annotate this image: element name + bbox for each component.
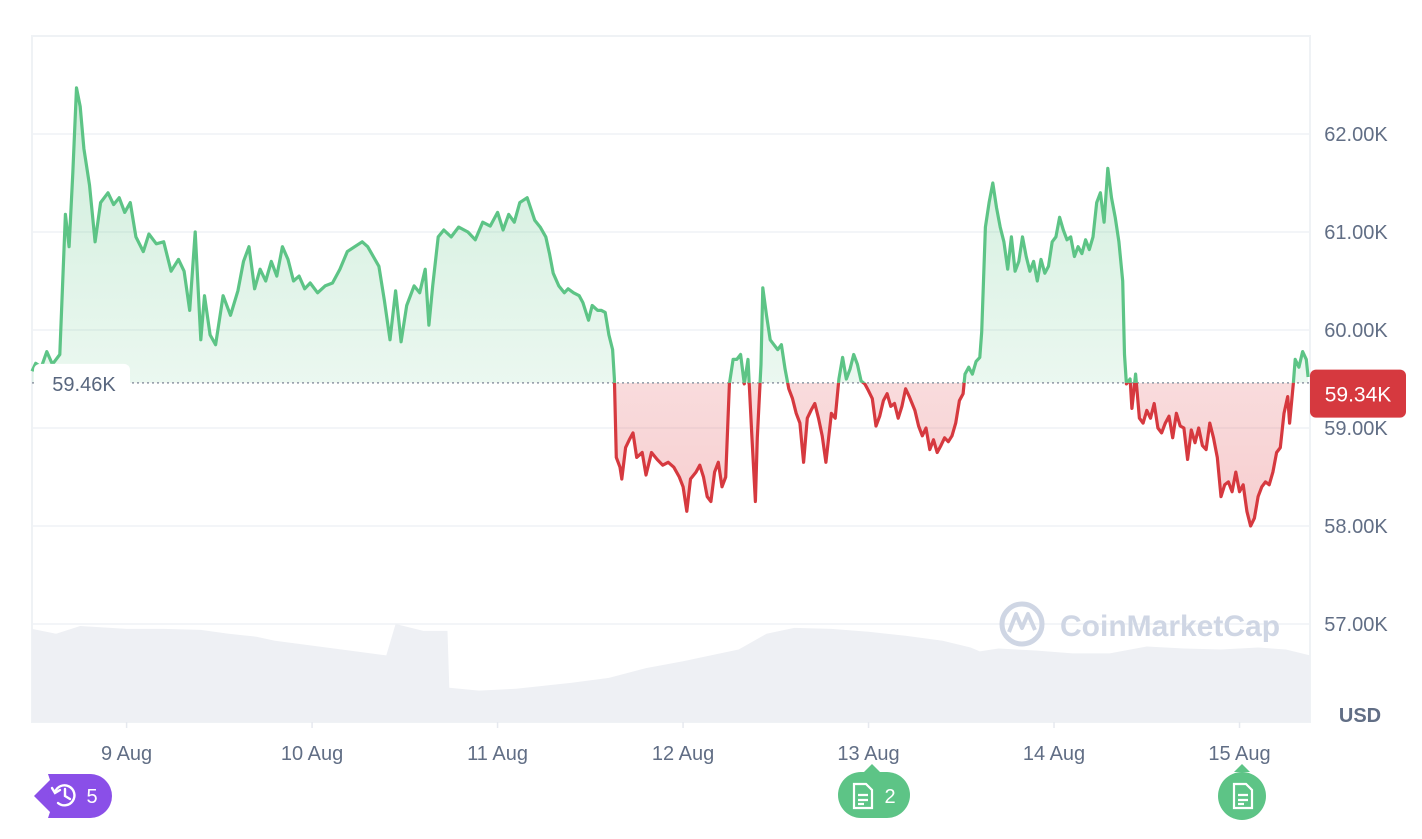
document-icon: [852, 782, 874, 810]
coinmarketcap-logo-wave: [1007, 612, 1037, 633]
current-price-tag: 59.34K: [1310, 369, 1406, 418]
history-badge[interactable]: 5: [34, 774, 112, 818]
volume-area: [32, 624, 1310, 722]
x-tick-label: 14 Aug: [1023, 743, 1085, 765]
coinmarketcap-watermark: CoinMarketCap: [999, 601, 1280, 647]
volume-bars: [32, 624, 1310, 722]
history-count: 5: [86, 786, 97, 808]
y-tick-label: 57.00K: [1324, 614, 1388, 636]
x-axis: 9 Aug 10 Aug 11 Aug 12 Aug 13 Aug 14 Aug 15 Au…: [101, 722, 1271, 765]
currency-label: USD: [1339, 705, 1381, 727]
y-tick-label: 62.00K: [1324, 124, 1388, 146]
x-tick-label: 12 Aug: [652, 743, 714, 765]
x-tick-label: 9 Aug: [101, 743, 152, 765]
x-tick-label: 11 Aug: [467, 743, 528, 765]
area-below-baseline: [614, 382, 1294, 526]
news-badge-13aug[interactable]: 2: [838, 764, 910, 818]
coinmarketcap-logo-icon: [999, 601, 1045, 647]
price-line-down: [612, 382, 1295, 528]
price-line: [30, 86, 1310, 528]
x-tick-label: 15 Aug: [1208, 743, 1270, 765]
y-tick-label: 59.00K: [1324, 418, 1388, 440]
watermark-text: CoinMarketCap: [1060, 610, 1280, 643]
baseline-label-text: 59.46K: [52, 374, 116, 396]
area-above-baseline: [32, 87, 1309, 383]
y-axis: 62.00K 61.00K 60.00K 59.00K 58.00K 57.00K: [1324, 124, 1388, 636]
price-line-up: [30, 86, 1310, 383]
y-tick-label: 61.00K: [1324, 222, 1388, 244]
news-badge-15aug[interactable]: [1218, 764, 1266, 820]
current-price-text: 59.34K: [1325, 384, 1392, 407]
baseline-label: 59.46K: [34, 363, 130, 402]
news-count: 2: [884, 786, 895, 808]
document-icon: [1232, 782, 1254, 810]
x-tick-label: 13 Aug: [837, 743, 899, 765]
x-tick-label: 10 Aug: [281, 743, 343, 765]
price-area: [32, 87, 1309, 526]
y-tick-label: 60.00K: [1324, 320, 1388, 342]
history-icon: [50, 784, 76, 807]
y-tick-label: 58.00K: [1324, 516, 1388, 538]
